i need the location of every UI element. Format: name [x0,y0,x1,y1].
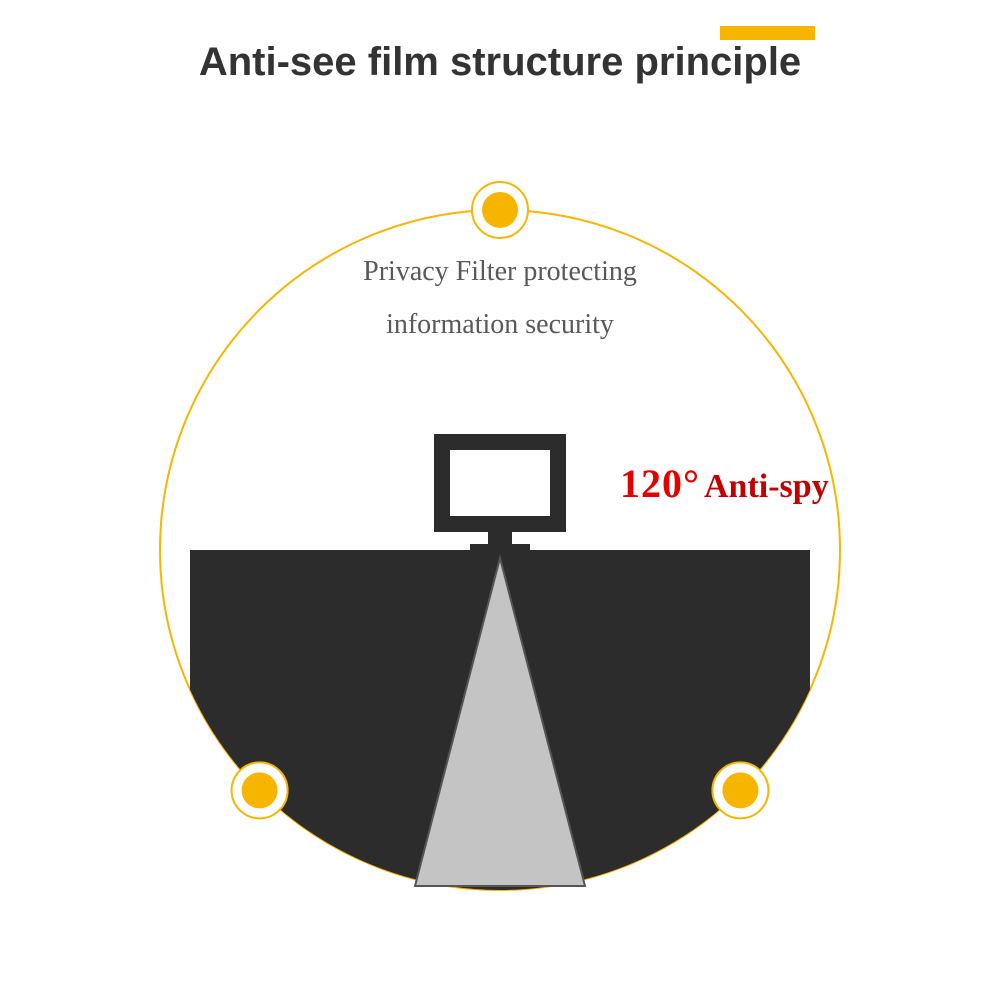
angle-text: Anti-spy [704,468,829,505]
privacy-diagram [105,155,895,945]
angle-value: 120° [620,461,700,506]
title-block: Anti-see film structure principle [0,40,1000,85]
page-title: Anti-see film structure principle [199,40,801,84]
ornament-dot [482,192,518,228]
ornament-dot [722,772,758,808]
accent-bar [720,26,815,40]
ornament-dot [242,772,278,808]
angle-label: 120° Anti-spy [620,460,829,507]
